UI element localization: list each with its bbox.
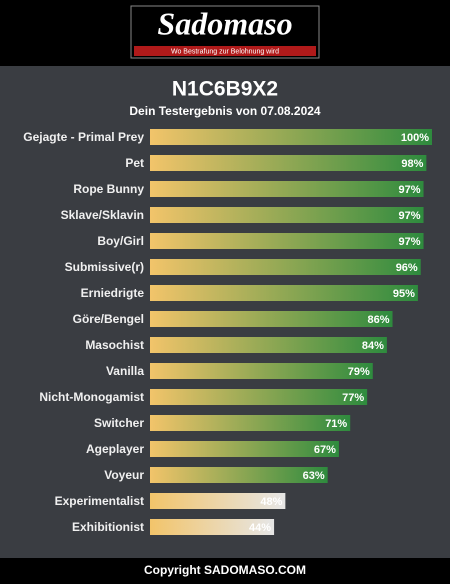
value-label: 97% (399, 210, 421, 222)
value-label: 44% (249, 522, 271, 534)
logo: Sadomaso (157, 5, 292, 41)
category-label: Göre/Bengel (73, 312, 144, 326)
bar (150, 207, 424, 223)
chart-title: N1C6B9X2 (172, 78, 278, 101)
value-label: 100% (401, 132, 429, 144)
bar (150, 363, 373, 379)
value-label: 86% (367, 314, 389, 326)
bar (150, 129, 432, 145)
category-label: Erniedrigte (81, 286, 145, 300)
bar (150, 311, 393, 327)
bar (150, 259, 421, 275)
category-label: Boy/Girl (97, 234, 144, 248)
bar (150, 441, 339, 457)
value-label: 67% (314, 444, 336, 456)
value-label: 96% (396, 262, 418, 274)
category-label: Pet (125, 156, 144, 170)
bar (150, 285, 418, 301)
category-label: Sklave/Sklavin (61, 208, 144, 222)
tagline: Wo Bestrafung zur Belohnung wird (171, 48, 279, 55)
category-label: Submissive(r) (65, 260, 144, 274)
bar (150, 233, 424, 249)
category-label: Switcher (94, 416, 144, 430)
value-label: 48% (260, 496, 282, 508)
footer: Copyright SADOMASO.COM (144, 563, 306, 577)
category-label: Voyeur (104, 468, 144, 482)
value-label: 77% (342, 392, 364, 404)
category-label: Experimentalist (55, 494, 144, 508)
value-label: 97% (399, 236, 421, 248)
bar (150, 467, 328, 483)
category-label: Vanilla (106, 364, 144, 378)
chart-subtitle: Dein Testergebnis von 07.08.2024 (129, 104, 321, 118)
category-label: Exhibitionist (72, 520, 144, 534)
value-label: 98% (401, 158, 423, 170)
value-label: 71% (325, 418, 347, 430)
category-label: Ageplayer (86, 442, 144, 456)
value-label: 63% (303, 470, 325, 482)
value-label: 79% (348, 366, 370, 378)
footer-bg (0, 558, 450, 584)
bar (150, 519, 275, 535)
bar (150, 415, 351, 431)
category-label: Gejagte - Primal Prey (23, 130, 144, 144)
bar (150, 493, 286, 509)
bar (150, 155, 427, 171)
tagline-band (134, 46, 316, 56)
value-label: 84% (362, 340, 384, 352)
logo-frame (130, 5, 320, 59)
category-label: Rope Bunny (73, 182, 144, 196)
value-label: 97% (399, 184, 421, 196)
bar (150, 389, 368, 405)
category-label: Nicht-Monogamist (39, 390, 144, 404)
category-label: Masochist (85, 338, 144, 352)
bar (150, 337, 387, 353)
value-label: 95% (393, 288, 415, 300)
bar (150, 181, 424, 197)
